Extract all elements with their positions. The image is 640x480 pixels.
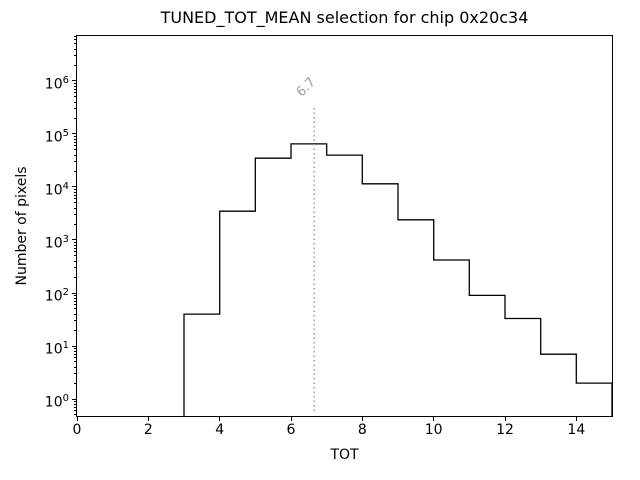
y-minor-tick [73,294,76,296]
y-minor-tick [73,347,76,349]
y-tick [72,345,76,347]
y-tick [72,398,76,400]
y-minor-tick [73,403,76,405]
y-minor-tick [73,251,76,253]
y-minor-tick [73,361,76,363]
y-minor-tick [73,300,76,302]
x-tick [504,417,506,421]
y-tick [72,239,76,241]
y-minor-tick [73,48,76,50]
y-minor-tick [73,198,76,200]
y-minor-tick [73,141,76,143]
y-minor-tick [73,35,76,37]
y-tick-label: 106 [44,74,69,93]
x-tick-label: 8 [357,422,367,438]
y-minor-tick [73,329,76,331]
y-minor-tick [73,207,76,209]
y-minor-tick [73,304,76,306]
y-tick-label: 104 [44,180,69,199]
x-tick-label: 14 [567,422,586,438]
x-tick-label: 4 [215,422,225,438]
y-minor-tick [73,145,76,147]
y-minor-tick [73,373,76,375]
y-minor-tick [73,161,76,163]
y-tick-label: 103 [44,233,69,252]
plot-area [76,35,613,417]
y-minor-tick [73,353,76,355]
y-minor-tick [73,108,76,110]
chart-title: TUNED_TOT_MEAN selection for chip 0x20c3… [160,8,529,27]
x-tick-label: 2 [143,422,153,438]
y-tick-label: 102 [44,287,69,305]
y-minor-tick [73,350,76,352]
histogram-line [183,143,613,416]
y-minor-tick [73,188,76,190]
histogram-svg [183,108,613,416]
y-minor-tick [73,55,76,57]
x-tick-label: 10 [424,422,443,438]
y-tick [72,80,76,82]
y-minor-tick [73,92,76,94]
x-tick [290,417,292,421]
y-minor-tick [73,241,76,243]
y-minor-tick [73,260,76,262]
y-minor-tick [73,194,76,196]
y-minor-tick [73,223,76,225]
x-tick [76,417,78,421]
y-minor-tick [73,410,76,412]
y-minor-tick [73,88,76,90]
y-minor-tick [73,382,76,384]
y-minor-tick [73,267,76,269]
y-minor-tick [73,154,76,156]
y-minor-tick [73,96,76,98]
y-minor-tick [73,149,76,151]
y-minor-tick [73,101,76,103]
x-tick-label: 12 [496,422,514,438]
x-tick [219,417,221,421]
y-tick [72,133,76,135]
y-minor-tick [73,414,76,416]
y-minor-tick [73,244,76,246]
y-tick [72,292,76,294]
y-minor-tick [73,43,76,45]
y-tick-label: 101 [44,340,69,358]
y-minor-tick [73,135,76,137]
y-minor-tick [73,170,76,172]
x-tick-label: 0 [72,422,82,438]
y-minor-tick [73,191,76,193]
y-minor-tick [73,406,76,408]
y-minor-tick [73,117,76,119]
y-minor-tick [73,85,76,87]
y-minor-tick [73,308,76,310]
y-minor-tick [73,138,76,140]
y-minor-tick [73,357,76,359]
y-minor-tick [73,39,76,41]
x-tick [361,417,363,421]
y-minor-tick [73,320,76,322]
x-tick [147,417,149,421]
y-minor-tick [73,247,76,249]
x-tick [575,417,577,421]
y-minor-tick [73,255,76,257]
y-tick [72,186,76,188]
x-axis-label: TOT [330,447,359,463]
x-tick [433,417,435,421]
y-minor-tick [73,313,76,315]
y-minor-tick [73,202,76,204]
y-minor-tick [73,297,76,299]
y-minor-tick [73,366,76,368]
y-minor-tick [73,214,76,216]
y-minor-tick [73,276,76,278]
y-minor-tick [73,64,76,66]
y-minor-tick [73,400,76,402]
x-tick-label: 6 [286,422,296,438]
y-minor-tick [73,82,76,84]
y-tick-label: 105 [44,127,69,146]
y-tick-label: 100 [44,393,69,411]
